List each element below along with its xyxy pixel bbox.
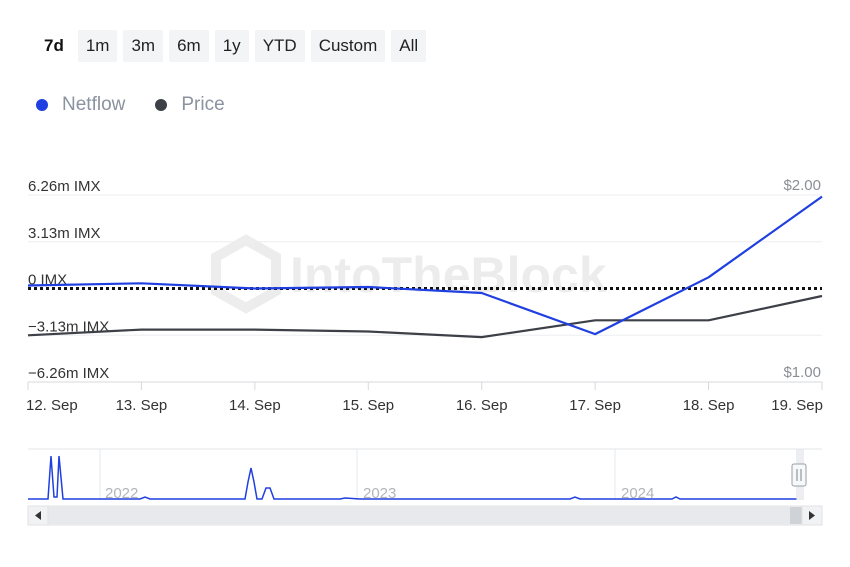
navigator-scrollbar[interactable]	[27, 505, 823, 526]
range-button-all[interactable]: All	[391, 30, 427, 62]
navigator-series-line	[28, 455, 797, 500]
netflow-dot-icon	[36, 99, 48, 111]
y-left-tick-label: −3.13m IMX	[28, 318, 109, 335]
y-right-tick-label: $2.00	[783, 177, 821, 194]
y-left-tick-label: −6.26m IMX	[28, 365, 109, 382]
scrollbar-track[interactable]	[48, 507, 790, 524]
navigator-year-2023: 2023	[363, 485, 396, 502]
y-left-tick-label: 3.13m IMX	[28, 225, 101, 242]
scrollbar-thumb[interactable]	[790, 507, 802, 524]
x-tick-label: 12. Sep	[26, 397, 78, 414]
grid	[28, 194, 822, 383]
x-tick-label: 19. Sep	[771, 397, 823, 414]
navigator-year-2024: 2024	[621, 485, 654, 502]
x-tick-label: 15. Sep	[342, 397, 394, 414]
x-axis: 12. Sep 13. Sep 14. Sep 15. Sep 16. Sep 17. S…	[26, 381, 823, 414]
range-button-custom[interactable]: Custom	[310, 30, 386, 62]
legend: Netflow Price	[36, 94, 225, 116]
series-line-netflow	[27, 195, 823, 336]
scroll-left-arrow-icon	[35, 511, 41, 520]
watermark-text: IntoTheBlock	[290, 247, 607, 303]
y-right-tick-label: $1.00	[783, 364, 821, 381]
legend-label-price: Price	[181, 94, 225, 115]
scroll-right-arrow-icon	[809, 511, 815, 520]
range-button-1y[interactable]: 1y	[214, 30, 249, 62]
navigator[interactable]: 2022 2023 2024	[28, 448, 822, 502]
series-line-price	[27, 294, 823, 339]
x-tick-label: 13. Sep	[116, 397, 168, 414]
series-lines	[27, 195, 823, 339]
range-button-6m[interactable]: 6m	[169, 30, 209, 62]
range-selector: 7d 1m 3m 6m 1y YTD Custom All	[36, 30, 427, 62]
legend-item-netflow[interactable]: Netflow	[36, 94, 125, 116]
range-button-7d[interactable]: 7d	[44, 36, 64, 55]
navigator-year-2022: 2022	[105, 485, 138, 502]
x-tick-label: 18. Sep	[683, 397, 735, 414]
x-tick-label: 17. Sep	[569, 397, 621, 414]
x-tick-label: 16. Sep	[456, 397, 508, 414]
scroll-left-button[interactable]	[27, 505, 49, 526]
range-button-ytd[interactable]: YTD	[254, 30, 305, 62]
range-button-1m[interactable]: 1m	[77, 30, 118, 62]
price-dot-icon	[155, 99, 168, 111]
y-left-tick-label: 6.26m IMX	[28, 178, 101, 195]
x-tick-label: 14. Sep	[229, 397, 281, 414]
legend-label-netflow: Netflow	[62, 94, 126, 115]
navigator-handle[interactable]	[791, 463, 807, 487]
watermark-logo-icon	[211, 234, 281, 314]
scroll-right-button[interactable]	[801, 505, 823, 526]
watermark: IntoTheBlock	[211, 234, 607, 314]
range-button-3m[interactable]: 3m	[123, 30, 164, 62]
legend-item-price[interactable]: Price	[155, 94, 225, 116]
